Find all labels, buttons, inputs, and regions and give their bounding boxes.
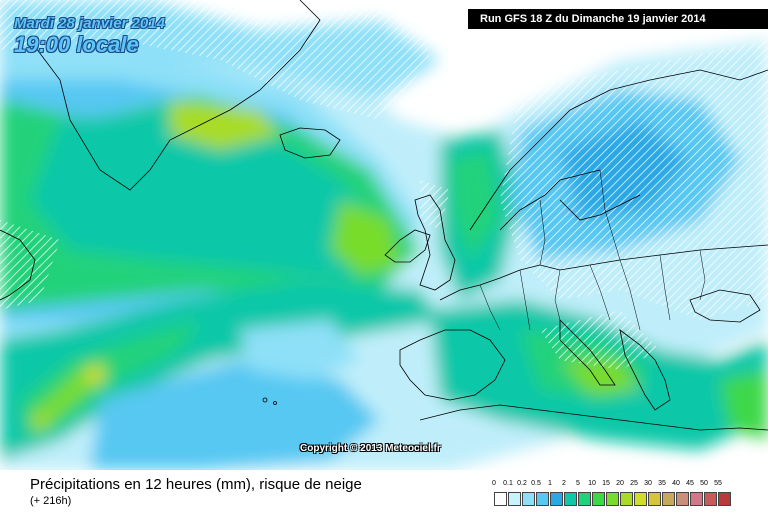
legend-label: 35	[658, 480, 666, 487]
legend-label: 50	[700, 480, 708, 487]
coastlines	[0, 0, 768, 431]
legend-swatch	[690, 492, 703, 506]
legend-label: 0	[492, 480, 496, 487]
legend-swatch	[494, 492, 507, 506]
legend-label: 10	[588, 480, 596, 487]
map-title: Précipitations en 12 heures (mm), risque…	[30, 476, 362, 493]
legend-swatch	[606, 492, 619, 506]
legend-swatch	[648, 492, 661, 506]
legend-label: 0.2	[517, 480, 527, 487]
legend-label: 1	[548, 480, 552, 487]
legend-label: 2	[562, 480, 566, 487]
map-graphic	[0, 0, 768, 470]
forecast-range: (+ 216h)	[30, 495, 72, 507]
legend-swatch	[718, 492, 731, 506]
country-borders	[479, 169, 706, 331]
legend-label: 15	[602, 480, 610, 487]
legend-swatch	[550, 492, 563, 506]
legend-swatch	[592, 492, 605, 506]
model-run-label: Run GFS 18 Z du Dimanche 19 janvier 2014	[468, 9, 768, 29]
footer: Précipitations en 12 heures (mm), risque…	[0, 470, 768, 512]
legend-label: 40	[672, 480, 680, 487]
legend-label: 20	[616, 480, 624, 487]
precipitation-map	[0, 0, 768, 470]
legend-swatch	[578, 492, 591, 506]
legend-label: 30	[644, 480, 652, 487]
copyright-text: Copyright © 2013 Meteociel.fr	[300, 443, 441, 454]
legend-swatch	[536, 492, 549, 506]
legend-swatch	[508, 492, 521, 506]
forecast-date: Mardi 28 janvier 2014	[14, 15, 165, 32]
legend-swatch	[564, 492, 577, 506]
legend-swatch	[522, 492, 535, 506]
legend-swatch	[676, 492, 689, 506]
legend-swatch	[620, 492, 633, 506]
legend-label: 45	[686, 480, 694, 487]
legend-label: 0.1	[503, 480, 513, 487]
legend-label: 5	[576, 480, 580, 487]
forecast-time: 19:00 locale	[14, 32, 139, 57]
legend-swatch	[704, 492, 717, 506]
legend-color-scale	[494, 492, 732, 506]
legend-labels: 0 0.1 0.2 0.5 1 2 5 10 15 20 25 30 35 40 45 50 55	[492, 480, 754, 490]
legend-swatch	[634, 492, 647, 506]
legend-swatch	[662, 492, 675, 506]
legend-label: 55	[714, 480, 722, 487]
legend-label: 25	[630, 480, 638, 487]
legend-label: 0.5	[531, 480, 541, 487]
